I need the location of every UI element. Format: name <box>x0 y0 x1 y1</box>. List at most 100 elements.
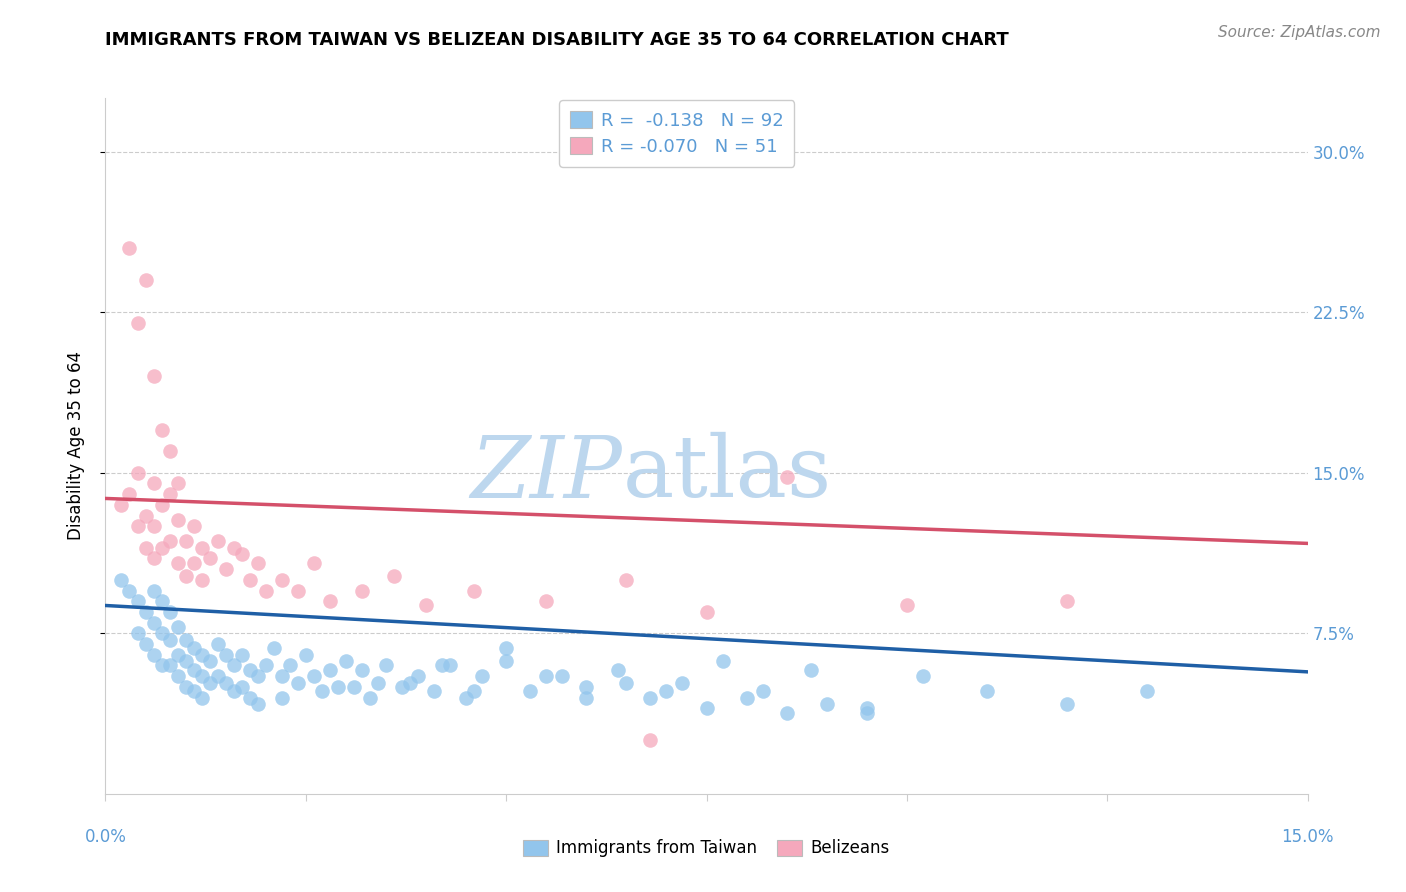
Point <box>463 684 485 698</box>
Point <box>183 556 205 570</box>
Point <box>495 654 517 668</box>
Point <box>118 241 141 255</box>
Point <box>150 594 173 608</box>
Point <box>246 669 269 683</box>
Point <box>166 556 188 570</box>
Point <box>399 675 422 690</box>
Point <box>127 626 149 640</box>
Point <box>159 605 181 619</box>
Point <box>222 684 245 698</box>
Point <box>534 594 557 608</box>
Point <box>159 632 181 647</box>
Point <box>815 697 838 711</box>
Point <box>118 487 141 501</box>
Point <box>1056 594 1078 608</box>
Point <box>519 684 541 698</box>
Point <box>142 476 165 491</box>
Point <box>135 508 157 523</box>
Point <box>239 573 262 587</box>
Point <box>855 706 877 720</box>
Point <box>207 669 229 683</box>
Point <box>278 658 301 673</box>
Point <box>254 658 277 673</box>
Point <box>142 551 165 566</box>
Point <box>454 690 477 705</box>
Legend: Immigrants from Taiwan, Belizeans: Immigrants from Taiwan, Belizeans <box>515 830 898 865</box>
Point <box>439 658 461 673</box>
Point <box>415 599 437 613</box>
Point <box>463 583 485 598</box>
Point <box>207 637 229 651</box>
Point <box>254 583 277 598</box>
Point <box>287 583 309 598</box>
Point <box>607 663 630 677</box>
Point <box>640 690 662 705</box>
Point <box>367 675 389 690</box>
Point <box>311 684 333 698</box>
Point <box>911 669 934 683</box>
Point <box>198 675 221 690</box>
Text: ZIP: ZIP <box>471 433 623 516</box>
Point <box>118 583 141 598</box>
Point <box>302 556 325 570</box>
Point <box>198 654 221 668</box>
Point <box>135 273 157 287</box>
Point <box>166 513 188 527</box>
Point <box>190 573 212 587</box>
Point <box>174 568 197 582</box>
Point <box>1056 697 1078 711</box>
Point <box>142 615 165 630</box>
Point <box>246 697 269 711</box>
Point <box>207 534 229 549</box>
Point <box>150 658 173 673</box>
Point <box>391 680 413 694</box>
Point <box>150 498 173 512</box>
Point <box>735 690 758 705</box>
Point <box>110 573 132 587</box>
Point <box>214 675 236 690</box>
Point <box>295 648 318 662</box>
Point <box>575 680 598 694</box>
Point <box>270 669 292 683</box>
Point <box>127 519 149 533</box>
Point <box>287 675 309 690</box>
Point <box>166 648 188 662</box>
Point <box>198 551 221 566</box>
Point <box>166 620 188 634</box>
Point <box>800 663 823 677</box>
Point <box>222 541 245 555</box>
Point <box>471 669 494 683</box>
Point <box>127 316 149 330</box>
Point <box>166 669 188 683</box>
Point <box>190 690 212 705</box>
Point <box>159 487 181 501</box>
Text: 0.0%: 0.0% <box>84 828 127 846</box>
Point <box>183 641 205 656</box>
Point <box>135 637 157 651</box>
Point <box>110 498 132 512</box>
Point <box>231 547 253 561</box>
Point <box>319 594 342 608</box>
Point <box>142 519 165 533</box>
Point <box>359 690 381 705</box>
Point <box>150 423 173 437</box>
Point <box>696 701 718 715</box>
Point <box>159 444 181 458</box>
Point <box>382 568 405 582</box>
Point <box>616 675 638 690</box>
Text: 15.0%: 15.0% <box>1281 828 1334 846</box>
Text: IMMIGRANTS FROM TAIWAN VS BELIZEAN DISABILITY AGE 35 TO 64 CORRELATION CHART: IMMIGRANTS FROM TAIWAN VS BELIZEAN DISAB… <box>105 31 1010 49</box>
Point <box>239 690 262 705</box>
Point <box>183 663 205 677</box>
Point <box>127 466 149 480</box>
Point <box>246 556 269 570</box>
Point <box>190 648 212 662</box>
Point <box>142 648 165 662</box>
Point <box>326 680 349 694</box>
Point <box>495 641 517 656</box>
Point <box>855 701 877 715</box>
Point <box>150 626 173 640</box>
Point <box>343 680 366 694</box>
Point <box>430 658 453 673</box>
Point <box>350 663 373 677</box>
